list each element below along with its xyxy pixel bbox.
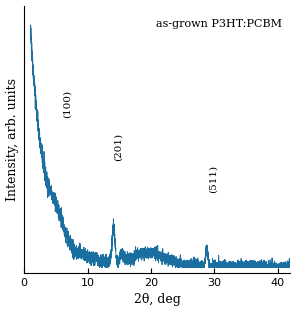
X-axis label: 2θ, deg: 2θ, deg [134,294,181,306]
Text: (511): (511) [209,165,218,193]
Text: as-grown P3HT:PCBM: as-grown P3HT:PCBM [157,19,282,29]
Text: (100): (100) [63,90,72,118]
Y-axis label: Intensity, arb. units: Intensity, arb. units [6,78,19,201]
Text: (201): (201) [113,133,123,161]
